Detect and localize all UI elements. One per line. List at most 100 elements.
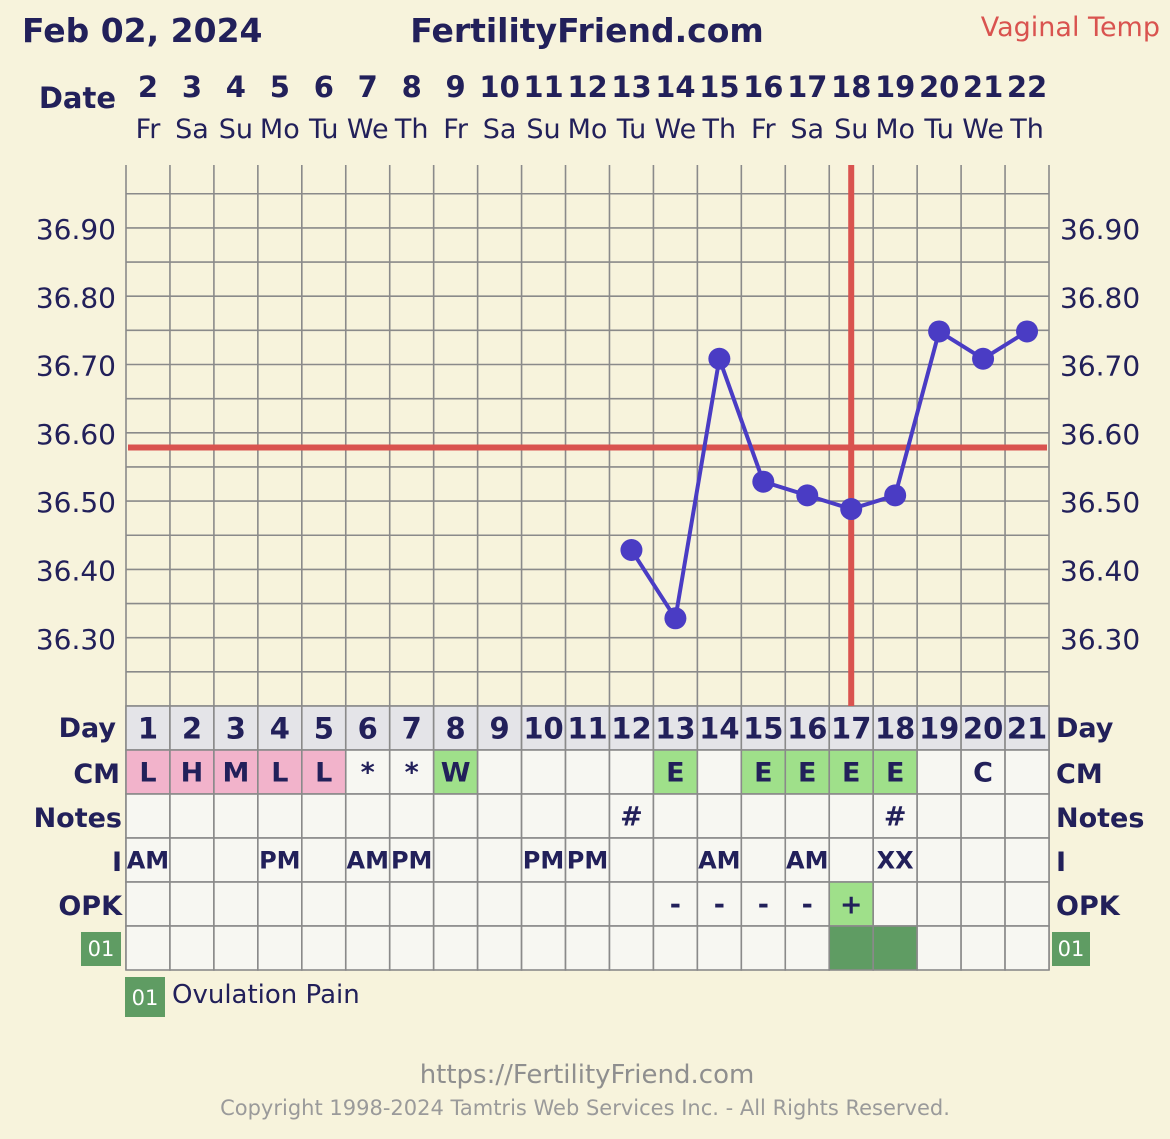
plot-area	[126, 165, 1049, 706]
y-tick-label-left: 36.70	[36, 350, 116, 383]
date-tick-label: 15	[699, 70, 739, 104]
cycle-day-label: 5	[314, 711, 334, 745]
table-cell	[1004, 749, 1050, 795]
cycle-day-label: 11	[567, 711, 607, 745]
table-cell	[960, 881, 1006, 927]
table-cell	[564, 793, 611, 839]
y-tick-label-left: 36.30	[36, 623, 116, 656]
table-cell	[344, 925, 391, 971]
table-cell	[740, 925, 787, 971]
table-cell	[344, 793, 391, 839]
table-cell	[301, 925, 347, 971]
table-cell	[344, 705, 391, 751]
table-cell	[828, 749, 874, 795]
temperature-line	[629, 329, 1029, 621]
table-cell-text: H	[181, 758, 204, 789]
table-cell	[608, 837, 655, 883]
legend-badge	[125, 977, 165, 1017]
custom-code-label-right: 01	[1058, 937, 1085, 961]
table-cell	[476, 925, 523, 971]
cycle-day-label: 12	[611, 711, 651, 745]
cycle-day-label: 6	[358, 711, 378, 745]
table-cell	[872, 793, 918, 839]
table-cell	[740, 837, 787, 883]
table-cell-text: E	[798, 758, 816, 789]
opk-row-label-left: OPK	[58, 891, 123, 922]
table-cell	[960, 749, 1006, 795]
table-cell	[740, 793, 787, 839]
table-cell	[301, 793, 347, 839]
cycle-day-label: 4	[270, 711, 290, 745]
date-tick-label: 14	[655, 70, 695, 104]
y-tick-label-left: 36.60	[36, 418, 116, 451]
cycle-day-label: 7	[402, 711, 422, 745]
table-cell	[696, 793, 743, 839]
table-cell	[301, 705, 347, 751]
date-tick-label: 21	[963, 70, 1003, 104]
weekday-tick-label: We	[655, 114, 697, 145]
table-cell	[828, 881, 874, 927]
table-cell-text: E	[754, 758, 772, 789]
table-cell	[1004, 925, 1050, 971]
date-tick-label: 22	[1007, 70, 1047, 104]
weekday-tick-label: Th	[394, 114, 429, 145]
table-cell	[696, 749, 743, 795]
weekday-tick-label: We	[962, 114, 1004, 145]
table-cell	[916, 837, 962, 883]
cycle-day-label: 17	[831, 711, 871, 745]
table-cell	[652, 925, 699, 971]
y-tick-label-left: 36.80	[36, 281, 116, 314]
date-tick-label: 6	[314, 70, 334, 104]
date-tick-label: 2	[138, 70, 158, 104]
table-cell	[608, 925, 655, 971]
footer-url: https://FertilityFriend.com	[420, 1060, 755, 1090]
table-cell-text: AM	[127, 847, 169, 875]
weekday-tick-label: Su	[834, 114, 868, 145]
table-cell	[1004, 837, 1050, 883]
date-tick-label: 8	[402, 70, 422, 104]
table-cell-text: -	[802, 890, 813, 921]
temperature-point	[972, 347, 995, 370]
table-cell	[432, 837, 479, 883]
weekday-tick-label: Su	[526, 114, 560, 145]
weekday-tick-label: Th	[1009, 114, 1044, 145]
intercourse-row-label-right: I	[1056, 847, 1066, 878]
date-tick-label: 16	[743, 70, 783, 104]
table-cell	[1004, 793, 1050, 839]
cycle-day-label: 18	[875, 711, 915, 745]
table-cell-text: E	[666, 758, 684, 789]
table-cell-text: M	[222, 758, 249, 789]
weekday-tick-label: Sa	[790, 114, 824, 145]
y-tick-label-right: 36.40	[1060, 555, 1140, 588]
table-cell	[388, 881, 435, 927]
cm-row-label-right: CM	[1056, 759, 1103, 790]
table-cell	[432, 881, 479, 927]
date-tick-label: 10	[479, 70, 519, 104]
weekday-tick-label: Tu	[616, 114, 647, 145]
y-tick-label-left: 36.40	[36, 555, 116, 588]
table-cell	[916, 793, 962, 839]
cycle-day-label: 15	[743, 711, 783, 745]
table-cell-text: -	[758, 890, 769, 921]
weekday-tick-label: Sa	[483, 114, 517, 145]
table-cell-text: -	[714, 890, 725, 921]
temperature-point	[884, 484, 907, 507]
table-cell	[169, 881, 215, 927]
table-cell	[608, 705, 655, 751]
table-cell-text: L	[139, 758, 156, 789]
temperature-point	[708, 347, 731, 370]
y-tick-label-left: 36.90	[36, 213, 116, 246]
table-cell-text: E	[886, 758, 904, 789]
table-cell	[169, 925, 215, 971]
custom-code-badge-right	[1052, 932, 1090, 966]
y-tick-label-right: 36.90	[1060, 213, 1140, 246]
table-cell	[388, 925, 435, 971]
date-tick-label: 18	[831, 70, 871, 104]
table-cell-text: L	[315, 758, 332, 789]
table-cell	[476, 749, 523, 795]
temperature-series	[620, 320, 1039, 630]
table-cell	[388, 705, 435, 751]
temperature-point	[796, 484, 819, 507]
weekday-tick-label: Fr	[443, 114, 469, 145]
